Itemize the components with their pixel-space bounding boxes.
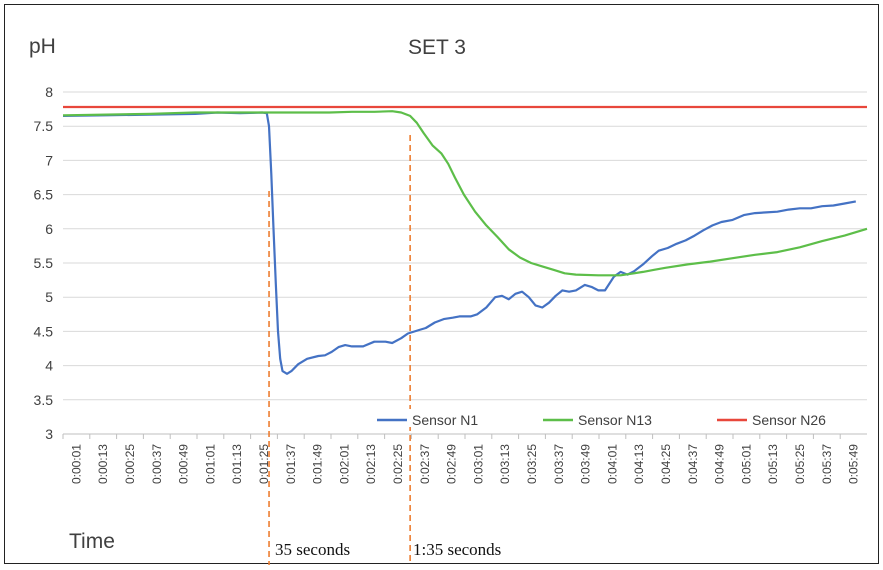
x-tick-label: 0:05:37 [820,444,834,484]
x-tick-label: 0:05:13 [766,444,780,484]
x-tick-label: 0:02:37 [418,444,432,484]
legend: Sensor N1 Sensor N13 Sensor N26 [373,409,829,428]
gridlines [62,91,867,439]
chart-title: SET 3 [408,36,466,59]
ph-line-chart: pH SET 3 Time 3 3.5 4 4.5 5 5.5 6 6.5 7 7.5 8 0:00:… [29,35,868,565]
x-tick-label: 0:01:01 [203,444,217,484]
legend-entry: Sensor N26 [752,412,826,428]
y-axis-label: pH [29,35,56,58]
x-tick-label: 0:00:49 [177,444,191,484]
x-tick-label: 0:02:01 [337,444,351,484]
x-tick-label: 0:03:01 [471,444,485,484]
annotation-label: 1:35 seconds [413,540,501,559]
x-tick-label: 0:04:13 [632,444,646,484]
axis-ticks: 3 3.5 4 4.5 5 5.5 6 6.5 7 7.5 8 0:00:01 0:00:13 0:00:… [34,84,861,484]
series-line-sensor-n13 [62,110,868,277]
y-tick-label: 4.5 [34,323,54,339]
x-tick-label: 0:00:13 [96,444,110,484]
x-tick-label: 0:01:49 [311,444,325,484]
x-tick-label: 0:01:37 [284,444,298,484]
annotations: 35 seconds 1:35 seconds [268,135,501,565]
y-tick-label: 7 [45,152,53,168]
x-tick-label: 0:04:01 [605,444,619,484]
x-tick-label: 0:00:25 [123,444,137,484]
x-tick-label: 0:00:01 [69,444,83,484]
x-axis-label: Time [69,530,115,553]
x-tick-label: 0:02:49 [445,444,459,484]
legend-bg [373,409,489,427]
x-tick-label: 0:02:25 [391,444,405,484]
x-tick-label: 0:05:49 [847,444,861,484]
y-tick-label: 7.5 [34,118,54,134]
y-tick-label: 3 [45,426,53,442]
x-tick-label: 0:03:49 [579,444,593,484]
y-tick-label: 5.5 [34,255,54,271]
y-tick-label: 5 [45,289,53,305]
y-tick-label: 3.5 [34,392,54,408]
y-tick-label: 6 [45,221,53,237]
x-tick-label: 0:01:13 [230,444,244,484]
x-tick-label: 0:00:37 [150,444,164,484]
x-tick-label: 0:04:25 [659,444,673,484]
y-tick-label: 8 [45,84,53,100]
legend-entry: Sensor N1 [412,412,478,428]
legend-entry: Sensor N13 [578,412,652,428]
annotation-label: 35 seconds [275,540,350,559]
x-tick-label: 0:03:13 [498,444,512,484]
x-tick-label: 0:05:01 [739,444,753,484]
y-tick-label: 4 [45,358,53,374]
series-line-sensor-n1 [62,111,857,375]
legend-bg [539,409,655,427]
x-tick-label: 0:02:13 [364,444,378,484]
x-tick-label: 0:04:37 [686,444,700,484]
x-tick-label: 0:03:25 [525,444,539,484]
legend-bg [713,409,829,427]
x-tick-label: 0:03:37 [552,444,566,484]
x-tick-label: 0:01:25 [257,444,271,484]
x-tick-label: 0:04:49 [713,444,727,484]
chart-frame: pH SET 3 Time 3 3.5 4 4.5 5 5.5 6 6.5 7 7.5 8 0:00:… [4,4,879,565]
series-lines [62,105,868,375]
x-tick-label: 0:05:25 [793,444,807,484]
y-tick-label: 6.5 [34,187,54,203]
